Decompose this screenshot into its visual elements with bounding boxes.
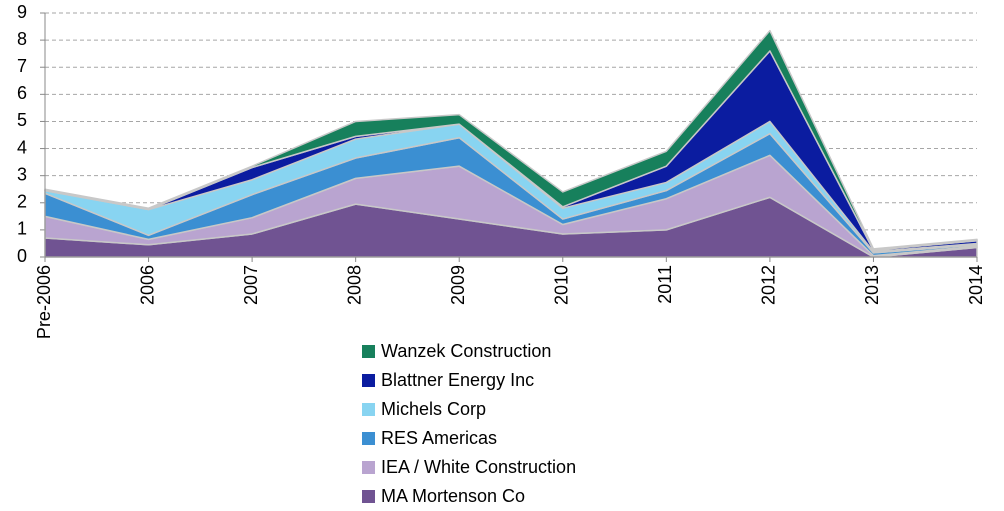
x-tick-label: 2009 bbox=[448, 265, 468, 305]
y-tick-label: 0 bbox=[17, 246, 27, 266]
legend-swatch bbox=[362, 403, 375, 416]
legend-swatch bbox=[362, 345, 375, 358]
legend-swatch bbox=[362, 432, 375, 445]
y-tick-label: 6 bbox=[17, 83, 27, 103]
x-tick-label: 2007 bbox=[241, 265, 261, 305]
y-tick-label: 4 bbox=[17, 137, 27, 157]
x-tick-label: 2013 bbox=[862, 265, 882, 305]
legend-label: MA Mortenson Co bbox=[381, 486, 525, 506]
legend-swatch bbox=[362, 461, 375, 474]
x-tick-label: 2006 bbox=[137, 265, 157, 305]
x-tick-label: 2012 bbox=[759, 265, 779, 305]
legend-label: Wanzek Construction bbox=[381, 341, 551, 361]
area bbox=[44, 29, 978, 251]
y-tick-label: 7 bbox=[17, 56, 27, 76]
legend-label: RES Americas bbox=[381, 428, 497, 448]
x-tick-label: 2011 bbox=[655, 265, 675, 304]
legend-label: Michels Corp bbox=[381, 399, 486, 419]
y-tick-label: 9 bbox=[17, 2, 27, 22]
legend-swatch bbox=[362, 490, 375, 503]
legend-label: Blattner Energy Inc bbox=[381, 370, 534, 390]
x-tick-label: 2014 bbox=[966, 265, 986, 305]
legend-label: IEA / White Construction bbox=[381, 457, 576, 477]
y-tick-label: 2 bbox=[17, 192, 27, 212]
y-tick-label: 8 bbox=[17, 29, 27, 49]
x-tick-label: 2008 bbox=[344, 265, 364, 305]
y-tick-label: 1 bbox=[17, 219, 27, 239]
y-tick-label: 3 bbox=[17, 164, 27, 184]
x-tick-label: Pre-2006 bbox=[34, 265, 54, 339]
x-tick-label: 2010 bbox=[552, 265, 572, 305]
legend-swatch bbox=[362, 374, 375, 387]
y-tick-label: 5 bbox=[17, 110, 27, 130]
